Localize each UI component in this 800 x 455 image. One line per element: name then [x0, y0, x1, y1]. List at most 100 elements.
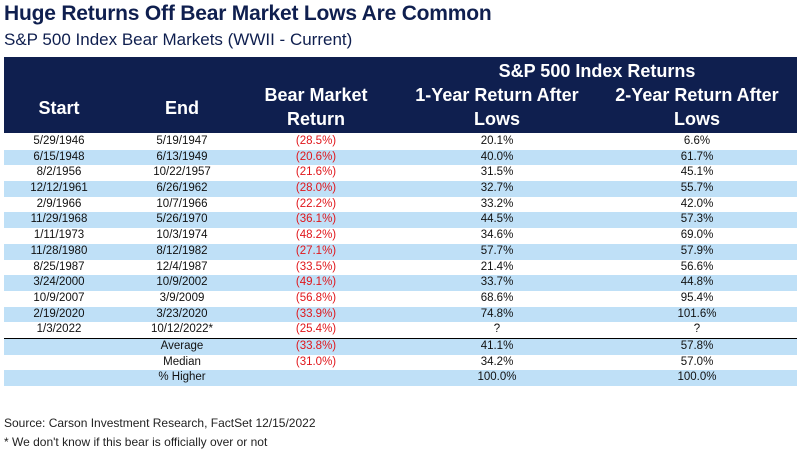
- cell-two-year: 42.0%: [680, 197, 714, 210]
- table-row: 6/15/1948 6/13/1949 (20.6%) 40.0% 61.7%: [4, 149, 797, 166]
- chart-title: Huge Returns Off Bear Market Lows Are Co…: [4, 2, 492, 25]
- table-row: 8/25/1987 12/4/1987 (33.5%) 21.4% 56.6%: [4, 260, 797, 276]
- cell-bear-return: (28.5%): [295, 135, 337, 147]
- cell-end: 10/3/1974: [156, 229, 208, 242]
- cell-start: 11/28/1980: [30, 244, 88, 257]
- cell-one-year: 34.2%: [480, 355, 514, 368]
- table-row: 5/29/1946 5/19/1947 (28.5%) 20.1% 6.6%: [4, 134, 797, 150]
- cell-bear-return: (33.8%): [295, 339, 337, 352]
- cell-start: 1/11/1973: [33, 229, 85, 242]
- cell-start: 10/9/2007: [33, 291, 85, 304]
- cell-two-year: ?: [693, 323, 701, 336]
- cell-one-year: 40.0%: [480, 150, 514, 163]
- chart-subtitle: S&P 500 Index Bear Markets (WWII - Curre…: [4, 30, 353, 49]
- table-row: 1/3/2022 10/12/2022* (25.4%) ? ?: [4, 322, 797, 338]
- summary-label: % Higher: [158, 371, 206, 384]
- cell-end: 12/4/1987: [156, 260, 208, 273]
- cell-one-year: 31.5%: [480, 166, 514, 179]
- col-header-bear-line1: Bear Market: [264, 85, 368, 105]
- cell-bear-return: (56.8%): [295, 291, 337, 304]
- col-header-one-line2: Lows: [473, 109, 520, 129]
- cell-one-year: 21.4%: [480, 260, 514, 273]
- cell-two-year: 100.0%: [677, 371, 717, 384]
- cell-one-year: 57.7%: [480, 244, 514, 257]
- summary-divider: [4, 337, 797, 339]
- cell-two-year: 101.6%: [677, 307, 717, 320]
- col-header-end: End: [165, 98, 199, 118]
- footnote: * We don't know if this bear is official…: [4, 435, 268, 449]
- summary-row-pct-higher: % Higher 100.0% 100.0%: [4, 370, 797, 386]
- cell-end: 5/26/1970: [156, 213, 208, 226]
- source-note: Source: Carson Investment Research, Fact…: [4, 416, 316, 430]
- cell-start: 2/19/2020: [33, 307, 85, 320]
- cell-end: 6/13/1949: [156, 150, 208, 163]
- cell-two-year: 57.0%: [680, 355, 714, 368]
- cell-one-year: 33.7%: [480, 276, 514, 289]
- table-row: 2/19/2020 3/23/2020 (33.9%) 74.8% 101.6%: [4, 306, 797, 323]
- cell-bear-return: (48.2%): [295, 229, 337, 242]
- cell-one-year: 20.1%: [480, 135, 514, 147]
- cell-end: 8/12/1982: [156, 244, 208, 257]
- summary-row-average: Average (33.8%) 41.1% 57.8%: [4, 338, 797, 355]
- cell-one-year: ?: [493, 323, 501, 336]
- cell-one-year: 33.2%: [480, 197, 514, 210]
- cell-bear-return: (20.6%): [295, 150, 337, 163]
- cell-two-year: 69.0%: [680, 229, 714, 242]
- table-header: S&P 500 Index Returns Start End Bear Mar…: [4, 57, 797, 133]
- table-row: 12/12/1961 6/26/1962 (28.0%) 32.7% 55.7%: [4, 181, 797, 197]
- cell-bear-return: (28.0%): [295, 182, 337, 195]
- cell-end: 10/22/1957: [153, 166, 211, 179]
- cell-one-year: 32.7%: [480, 182, 514, 195]
- cell-two-year: 57.9%: [680, 244, 714, 257]
- table-row: 11/29/1968 5/26/1970 (36.1%) 44.5% 57.3%: [4, 212, 797, 229]
- cell-bear-return: (22.2%): [295, 197, 337, 210]
- cell-end: 5/19/1947: [156, 135, 208, 147]
- cell-end: 3/23/2020: [156, 307, 208, 320]
- cell-start: 12/12/1961: [30, 182, 88, 195]
- cell-end: 10/12/2022*: [150, 323, 214, 336]
- cell-start: 3/24/2000: [33, 276, 85, 289]
- cell-one-year: 34.6%: [480, 229, 514, 242]
- cell-end: 10/9/2002: [156, 276, 208, 289]
- cell-bear-return: (36.1%): [295, 213, 337, 226]
- table-row: 3/24/2000 10/9/2002 (49.1%) 33.7% 44.8%: [4, 275, 797, 291]
- col-header-start: Start: [38, 98, 80, 118]
- col-header-two-line2: Lows: [673, 109, 720, 129]
- cell-two-year: 55.7%: [680, 182, 714, 195]
- table-row: 10/9/2007 3/9/2009 (56.8%) 68.6% 95.4%: [4, 291, 797, 307]
- cell-start: 11/29/1968: [30, 213, 88, 226]
- cell-two-year: 6.6%: [683, 135, 711, 147]
- col-header-bear-line2: Return: [287, 109, 345, 129]
- cell-bear-return: (33.9%): [295, 307, 337, 320]
- cell-start: 2/9/1966: [36, 197, 82, 210]
- summary-label: Median: [163, 355, 201, 368]
- cell-two-year: 95.4%: [680, 291, 714, 304]
- cell-start: 8/25/1987: [33, 260, 85, 273]
- cell-bear-return: (25.4%): [295, 323, 337, 336]
- table-row: 2/9/1966 10/7/1966 (22.2%) 33.2% 42.0%: [4, 197, 797, 213]
- cell-bear-return: (31.0%): [295, 355, 337, 368]
- col-header-two-line1: 2-Year Return After: [615, 85, 779, 105]
- cell-bear-return: (21.6%): [295, 166, 337, 179]
- cell-end: 10/7/1966: [156, 197, 208, 210]
- cell-end: 3/9/2009: [159, 291, 205, 304]
- cell-one-year: 74.8%: [480, 307, 514, 320]
- cell-start: 8/2/1956: [36, 166, 82, 179]
- group-header: S&P 500 Index Returns: [498, 61, 696, 81]
- cell-two-year: 61.7%: [680, 150, 714, 163]
- table-body: 5/29/1946 5/19/1947 (28.5%) 20.1% 6.6% 6…: [4, 134, 797, 386]
- table-row: 11/28/1980 8/12/1982 (27.1%) 57.7% 57.9%: [4, 243, 797, 260]
- cell-one-year: 68.6%: [480, 291, 514, 304]
- cell-bear-return: (33.5%): [295, 260, 337, 273]
- table-row: 1/11/1973 10/3/1974 (48.2%) 34.6% 69.0%: [4, 228, 797, 244]
- summary-row-median: Median (31.0%) 34.2% 57.0%: [4, 355, 797, 371]
- cell-one-year: 44.5%: [480, 213, 514, 226]
- col-header-one-line1: 1-Year Return After: [415, 85, 579, 105]
- cell-bear-return: (27.1%): [295, 244, 337, 257]
- cell-start: 1/3/2022: [36, 323, 82, 336]
- table-row: 8/2/1956 10/22/1957 (21.6%) 31.5% 45.1%: [4, 165, 797, 181]
- cell-two-year: 56.6%: [680, 260, 714, 273]
- cell-start: 6/15/1948: [33, 150, 85, 163]
- cell-two-year: 44.8%: [680, 276, 714, 289]
- cell-bear-return: (49.1%): [295, 276, 337, 289]
